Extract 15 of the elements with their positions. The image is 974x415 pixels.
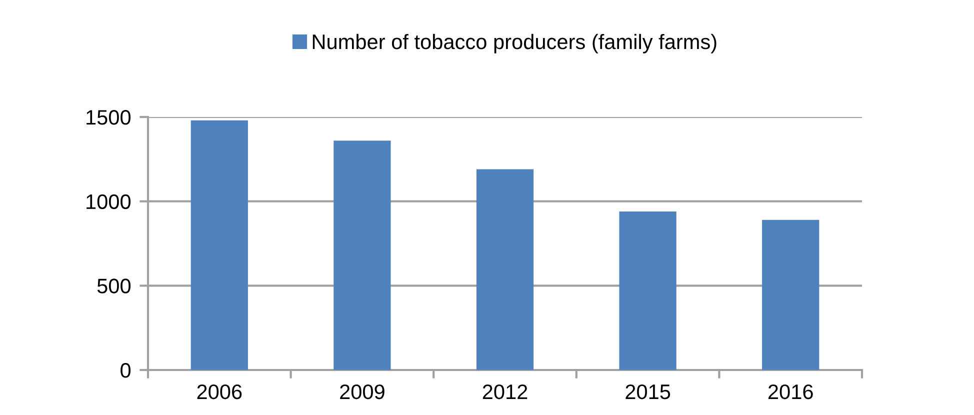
x-tick-label: 2006 xyxy=(197,384,242,400)
x-tick-label: 2016 xyxy=(768,384,813,400)
bar xyxy=(334,140,391,370)
y-tick-label: 1000 xyxy=(86,194,131,210)
x-tick-label: 2015 xyxy=(626,384,670,400)
y-tick-label: 1500 xyxy=(86,110,131,125)
y-tick-label: 500 xyxy=(97,278,131,294)
bar xyxy=(476,169,534,370)
y-tick-label: 0 xyxy=(120,363,131,378)
x-tick-label: 2012 xyxy=(482,384,528,400)
x-tick-label: 2009 xyxy=(340,384,384,400)
bar xyxy=(190,120,248,370)
bar xyxy=(619,211,676,370)
bar xyxy=(762,220,820,370)
legend-label: Number of tobacco producers (family farms) xyxy=(312,34,716,54)
